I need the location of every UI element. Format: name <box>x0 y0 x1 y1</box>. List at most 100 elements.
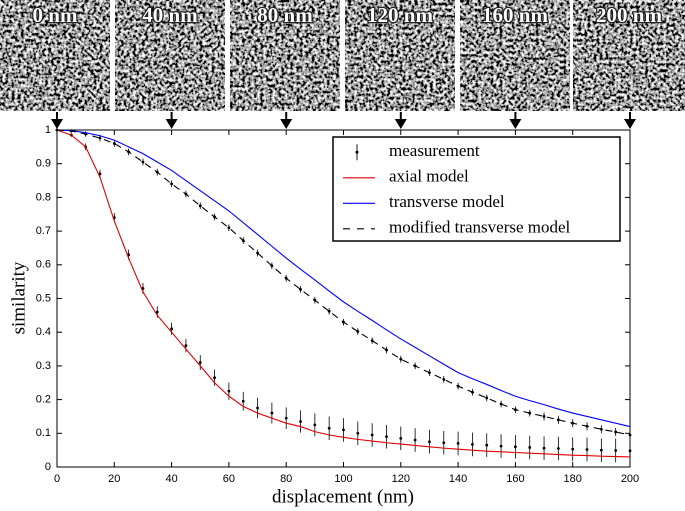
arrow-head <box>280 119 293 129</box>
data-point <box>270 411 274 415</box>
image-label: 120 nm <box>367 3 433 27</box>
image-label: 80 nm <box>257 3 313 27</box>
data-point <box>241 399 245 403</box>
legend-label: axial model <box>389 167 469 186</box>
data-point <box>456 442 460 445</box>
model-line <box>56 129 631 428</box>
speckle-image <box>230 0 340 111</box>
data-point <box>170 327 174 331</box>
speckle-image <box>115 0 225 111</box>
x-tick-label: 140 <box>449 473 467 485</box>
data-point <box>385 435 388 439</box>
data-point <box>628 449 632 453</box>
data-point <box>155 310 159 314</box>
data-point <box>485 396 489 400</box>
y-tick-label: 0 <box>45 461 51 473</box>
data-point <box>170 182 174 186</box>
x-tick-label: 180 <box>564 473 582 485</box>
data-point <box>327 309 331 313</box>
y-tick-label: 0.9 <box>36 158 51 170</box>
x-tick-label: 0 <box>54 473 60 485</box>
y-tick-label: 0.2 <box>36 394 51 406</box>
x-tick-label: 40 <box>165 473 177 485</box>
speckle-image <box>345 0 455 111</box>
y-tick-label: 0.6 <box>36 259 51 271</box>
data-point <box>227 389 231 393</box>
legend-label: modified transverse model <box>389 218 571 237</box>
arrow-head <box>51 119 63 129</box>
measurement-series <box>55 128 632 463</box>
x-tick-label: 60 <box>223 473 235 485</box>
data-point <box>198 204 202 208</box>
x-axis-title: displacement (nm) <box>272 486 414 507</box>
x-tick-label: 20 <box>108 473 120 485</box>
arrow-head <box>394 119 407 129</box>
y-tick-label: 1 <box>45 124 51 136</box>
data-point <box>327 426 331 430</box>
arrow-head <box>509 119 522 129</box>
data-point <box>284 416 288 420</box>
data-point <box>556 447 560 450</box>
x-tick-label: 80 <box>280 473 292 485</box>
data-point <box>485 443 489 447</box>
data-point <box>198 361 202 364</box>
y-tick-label: 0.5 <box>36 292 51 304</box>
x-tick-label: 120 <box>392 473 410 485</box>
y-tick-label: 0.4 <box>36 326 51 338</box>
arrow-head <box>624 119 636 129</box>
data-point <box>413 438 417 442</box>
x-tick-label: 200 <box>621 473 639 485</box>
data-point <box>399 436 403 440</box>
data-point <box>471 443 474 446</box>
data-point <box>428 440 431 444</box>
data-point <box>614 430 618 434</box>
data-point <box>227 226 231 230</box>
model-line <box>56 129 631 458</box>
data-point <box>571 447 575 451</box>
legend-swatch <box>355 150 359 154</box>
legend-label: transverse model <box>389 192 505 211</box>
data-point <box>299 288 302 291</box>
speckle-image <box>460 0 570 111</box>
data-point <box>141 160 145 164</box>
image-label: 0 nm <box>33 3 78 27</box>
data-point <box>256 406 259 410</box>
data-point <box>356 431 360 435</box>
arrow-head <box>165 119 178 129</box>
data-point <box>585 448 589 451</box>
speckle-image <box>573 0 685 111</box>
data-point <box>299 420 302 423</box>
legend-label: measurement <box>389 141 480 160</box>
data-point <box>542 415 546 418</box>
model-line <box>56 129 631 436</box>
x-tick-label: 160 <box>506 473 524 485</box>
data-point <box>442 377 446 381</box>
data-point <box>342 428 345 432</box>
x-tick-label: 100 <box>334 473 352 485</box>
image-label: 200 nm <box>596 3 662 27</box>
legend-box <box>332 136 621 242</box>
data-point <box>98 136 102 140</box>
data-point <box>399 357 403 361</box>
speckle-image <box>0 0 110 111</box>
data-point <box>599 448 603 452</box>
data-point <box>313 423 317 427</box>
data-point <box>499 444 503 448</box>
y-tick-label: 0.7 <box>36 225 51 237</box>
data-point <box>542 446 546 450</box>
data-point <box>528 446 532 449</box>
image-label: 160 nm <box>482 3 548 27</box>
data-point <box>370 433 374 437</box>
y-tick-label: 0.1 <box>36 427 51 439</box>
data-point <box>184 344 188 348</box>
data-point <box>213 376 216 380</box>
image-label: 40 nm <box>142 3 198 27</box>
data-point <box>614 449 618 452</box>
data-point <box>514 445 517 449</box>
y-axis-title: similarity <box>8 261 29 334</box>
data-point <box>442 441 446 445</box>
y-tick-label: 0.3 <box>36 360 51 372</box>
y-tick-label: 0.8 <box>36 191 51 203</box>
